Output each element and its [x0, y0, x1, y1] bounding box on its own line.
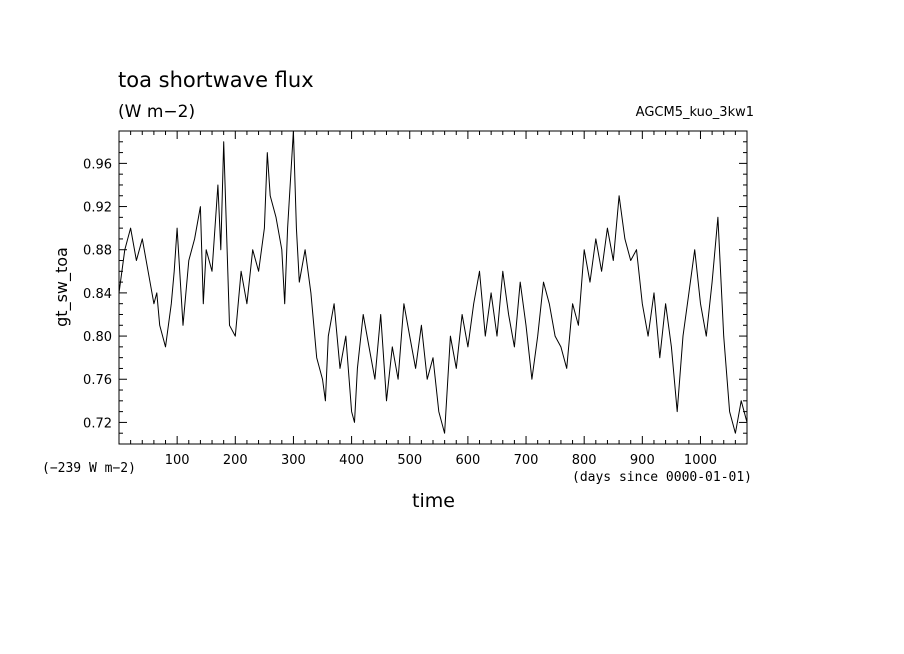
- x-tick-label: 600: [455, 453, 480, 468]
- run-label: AGCM5_kuo_3kw1: [635, 105, 754, 120]
- x-tick-label: 100: [165, 453, 190, 468]
- y-tick-label: 0.96: [83, 157, 112, 172]
- y-axis-label: gt_sw_toa: [52, 247, 72, 327]
- y-tick-label: 0.84: [83, 287, 112, 302]
- x-tick-label: 800: [572, 453, 597, 468]
- series-line: [118, 130, 748, 434]
- x-tick-label: 500: [397, 453, 422, 468]
- x-tick-label: 700: [514, 453, 539, 468]
- y-tick-label: 0.72: [83, 416, 112, 431]
- x-units-note: (days since 0000-01-01): [572, 470, 753, 485]
- x-tick-label: 400: [339, 453, 364, 468]
- plot-frame: [118, 130, 748, 445]
- x-axis-label: time: [412, 490, 455, 512]
- y-tick-label: 0.88: [83, 244, 112, 259]
- y-tick-label: 0.80: [83, 330, 112, 345]
- chart-title: toa shortwave flux: [118, 68, 314, 92]
- y-tick-label: 0.76: [83, 373, 112, 388]
- x-tick-label: 900: [630, 453, 655, 468]
- x-tick-label: 300: [281, 453, 306, 468]
- y-tick-label: 0.92: [83, 201, 112, 216]
- x-tick-label: 200: [223, 453, 248, 468]
- x-tick-label: 1000: [684, 453, 717, 468]
- chart-units: (W m−2): [118, 102, 196, 122]
- y-offset-note: (−239 W m−2): [42, 461, 136, 476]
